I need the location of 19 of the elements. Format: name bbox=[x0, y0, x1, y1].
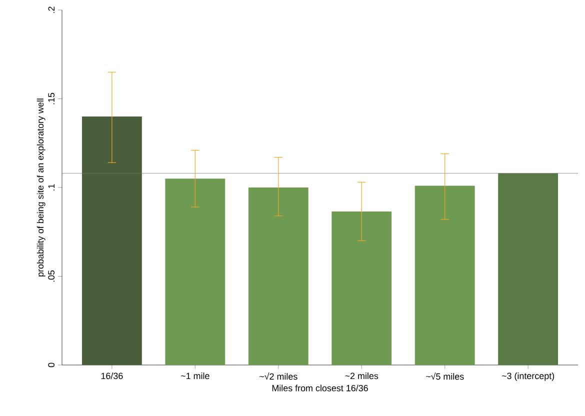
x-tick-label: ~√5 miles bbox=[426, 372, 464, 380]
bar bbox=[414, 186, 475, 365]
y-tick-label: .2 bbox=[48, 6, 54, 13]
y-axis-title: probability of being site of an exploratory well bbox=[36, 98, 46, 276]
x-tick-label: ~√2 miles bbox=[260, 372, 298, 380]
x-tick-label: ~2 miles bbox=[345, 372, 378, 380]
x-tick-label: ~3 (intercept) bbox=[502, 372, 554, 381]
y-tick-label: .15 bbox=[48, 92, 55, 104]
bar bbox=[82, 116, 142, 365]
y-tick-label: 0 bbox=[48, 362, 55, 368]
y-tick-label: .1 bbox=[48, 184, 54, 190]
x-axis-title: Miles from closest 16/36 bbox=[272, 384, 368, 392]
x-tick-label: 16/36 bbox=[101, 372, 123, 380]
bar bbox=[165, 178, 226, 365]
bar bbox=[498, 173, 558, 365]
bar bbox=[248, 188, 308, 365]
bar bbox=[332, 211, 392, 365]
y-tick-label: .05 bbox=[48, 270, 55, 282]
x-tick-label: ~1 mile bbox=[180, 372, 210, 380]
